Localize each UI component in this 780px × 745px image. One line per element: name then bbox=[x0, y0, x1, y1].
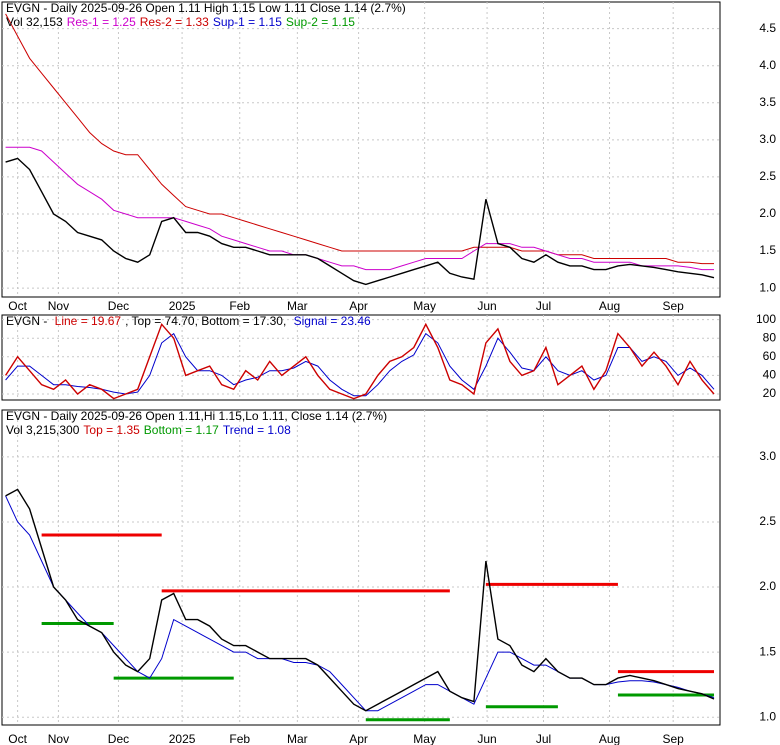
y-tick-label: 80 bbox=[763, 330, 777, 344]
header-part: Sup-1 = 1.15 bbox=[213, 15, 282, 29]
y-tick-label: 2.5 bbox=[759, 514, 776, 528]
series-line bbox=[5, 146, 714, 271]
header-line: EVGN - Line = 19.67, Top = 74.70, Bottom… bbox=[6, 314, 371, 328]
y-tick-label: 1.5 bbox=[759, 644, 776, 658]
y-tick-label: 40 bbox=[763, 368, 777, 382]
header-part: , Top = 74.70, Bottom = 17.30, bbox=[125, 314, 290, 328]
y-tick-label: 4.5 bbox=[759, 21, 776, 35]
header-part: Sup-2 = 1.15 bbox=[286, 15, 355, 29]
y-tick-label: 2.0 bbox=[759, 579, 776, 593]
y-tick-label: 3.5 bbox=[759, 95, 776, 109]
x-tick-label: Jun bbox=[477, 299, 496, 313]
y-tick-label: 2.0 bbox=[759, 206, 776, 220]
x-tick-label: Nov bbox=[48, 299, 69, 313]
header-part: Signal = 23.46 bbox=[294, 314, 371, 328]
y-tick-label: 3.0 bbox=[759, 449, 776, 463]
y-tick-label: 100 bbox=[756, 312, 776, 326]
panel-frame bbox=[1, 409, 721, 726]
x-tick-label: Jul bbox=[536, 299, 551, 313]
header-line: EVGN - Daily 2025-09-26 Open 1.11 High 1… bbox=[6, 1, 406, 15]
header-line: EVGN - Daily 2025-09-26 Open 1.11,Hi 1.1… bbox=[6, 409, 387, 423]
x-tick-label: Jun bbox=[477, 732, 496, 745]
y-tick-label: 3.0 bbox=[759, 132, 776, 146]
x-tick-label: 2025 bbox=[169, 299, 196, 313]
series-line bbox=[5, 488, 715, 712]
header-part: Res-1 = 1.25 bbox=[67, 15, 136, 29]
header-part: EVGN - Daily 2025-09-26 Open 1.11,Hi 1.1… bbox=[6, 409, 387, 423]
header-part: EVGN - bbox=[6, 314, 51, 328]
x-tick-label: Apr bbox=[349, 299, 368, 313]
x-tick-label: Dec bbox=[108, 299, 129, 313]
y-tick-label: 1.5 bbox=[759, 243, 776, 257]
header-line: Vol 3,215,300 Top = 1.35 Bottom = 1.17 Tren… bbox=[6, 423, 291, 437]
y-tick-label: 20 bbox=[763, 386, 777, 400]
x-tick-label: Aug bbox=[599, 299, 620, 313]
x-tick-label: Sep bbox=[662, 732, 684, 745]
x-tick-label: Oct bbox=[8, 732, 27, 745]
x-tick-label: May bbox=[413, 299, 436, 313]
series-line bbox=[5, 322, 715, 400]
x-tick-label: Mar bbox=[287, 299, 308, 313]
y-tick-label: 4.0 bbox=[759, 58, 776, 72]
x-tick-label: Dec bbox=[108, 732, 129, 745]
header-part: Vol 32,153 bbox=[6, 15, 63, 29]
series-line bbox=[5, 13, 714, 265]
header-part: Top = 1.35 bbox=[83, 423, 140, 437]
header-line: Vol 32,153 Res-1 = 1.25 Res-2 = 1.33 Sup-1 … bbox=[6, 15, 355, 29]
panel-frame bbox=[1, 1, 721, 298]
header-part: Vol 3,215,300 bbox=[6, 423, 80, 437]
series-line bbox=[5, 157, 715, 286]
x-tick-label: May bbox=[413, 732, 436, 745]
header-part: Bottom = 1.17 bbox=[144, 423, 219, 437]
x-tick-label: Nov bbox=[48, 732, 69, 745]
x-tick-label: Oct bbox=[8, 299, 27, 313]
x-tick-label: Feb bbox=[229, 732, 250, 745]
y-tick-label: 60 bbox=[763, 349, 777, 363]
panel-frame bbox=[1, 314, 721, 401]
x-tick-label: Apr bbox=[349, 732, 368, 745]
x-tick-label: Jul bbox=[536, 732, 551, 745]
header-part: Line = 19.67 bbox=[55, 314, 122, 328]
x-tick-label: Mar bbox=[287, 732, 308, 745]
x-tick-label: Sep bbox=[662, 299, 684, 313]
header-part: EVGN - Daily 2025-09-26 Open 1.11 High 1… bbox=[6, 1, 406, 15]
x-tick-label: Aug bbox=[599, 732, 620, 745]
y-tick-label: 1.0 bbox=[759, 280, 776, 294]
x-tick-label: 2025 bbox=[169, 732, 196, 745]
y-tick-label: 1.0 bbox=[759, 709, 776, 723]
header-part: Trend = 1.08 bbox=[223, 423, 291, 437]
y-tick-label: 2.5 bbox=[759, 169, 776, 183]
x-tick-label: Feb bbox=[229, 299, 250, 313]
header-part: Res-2 = 1.33 bbox=[140, 15, 209, 29]
